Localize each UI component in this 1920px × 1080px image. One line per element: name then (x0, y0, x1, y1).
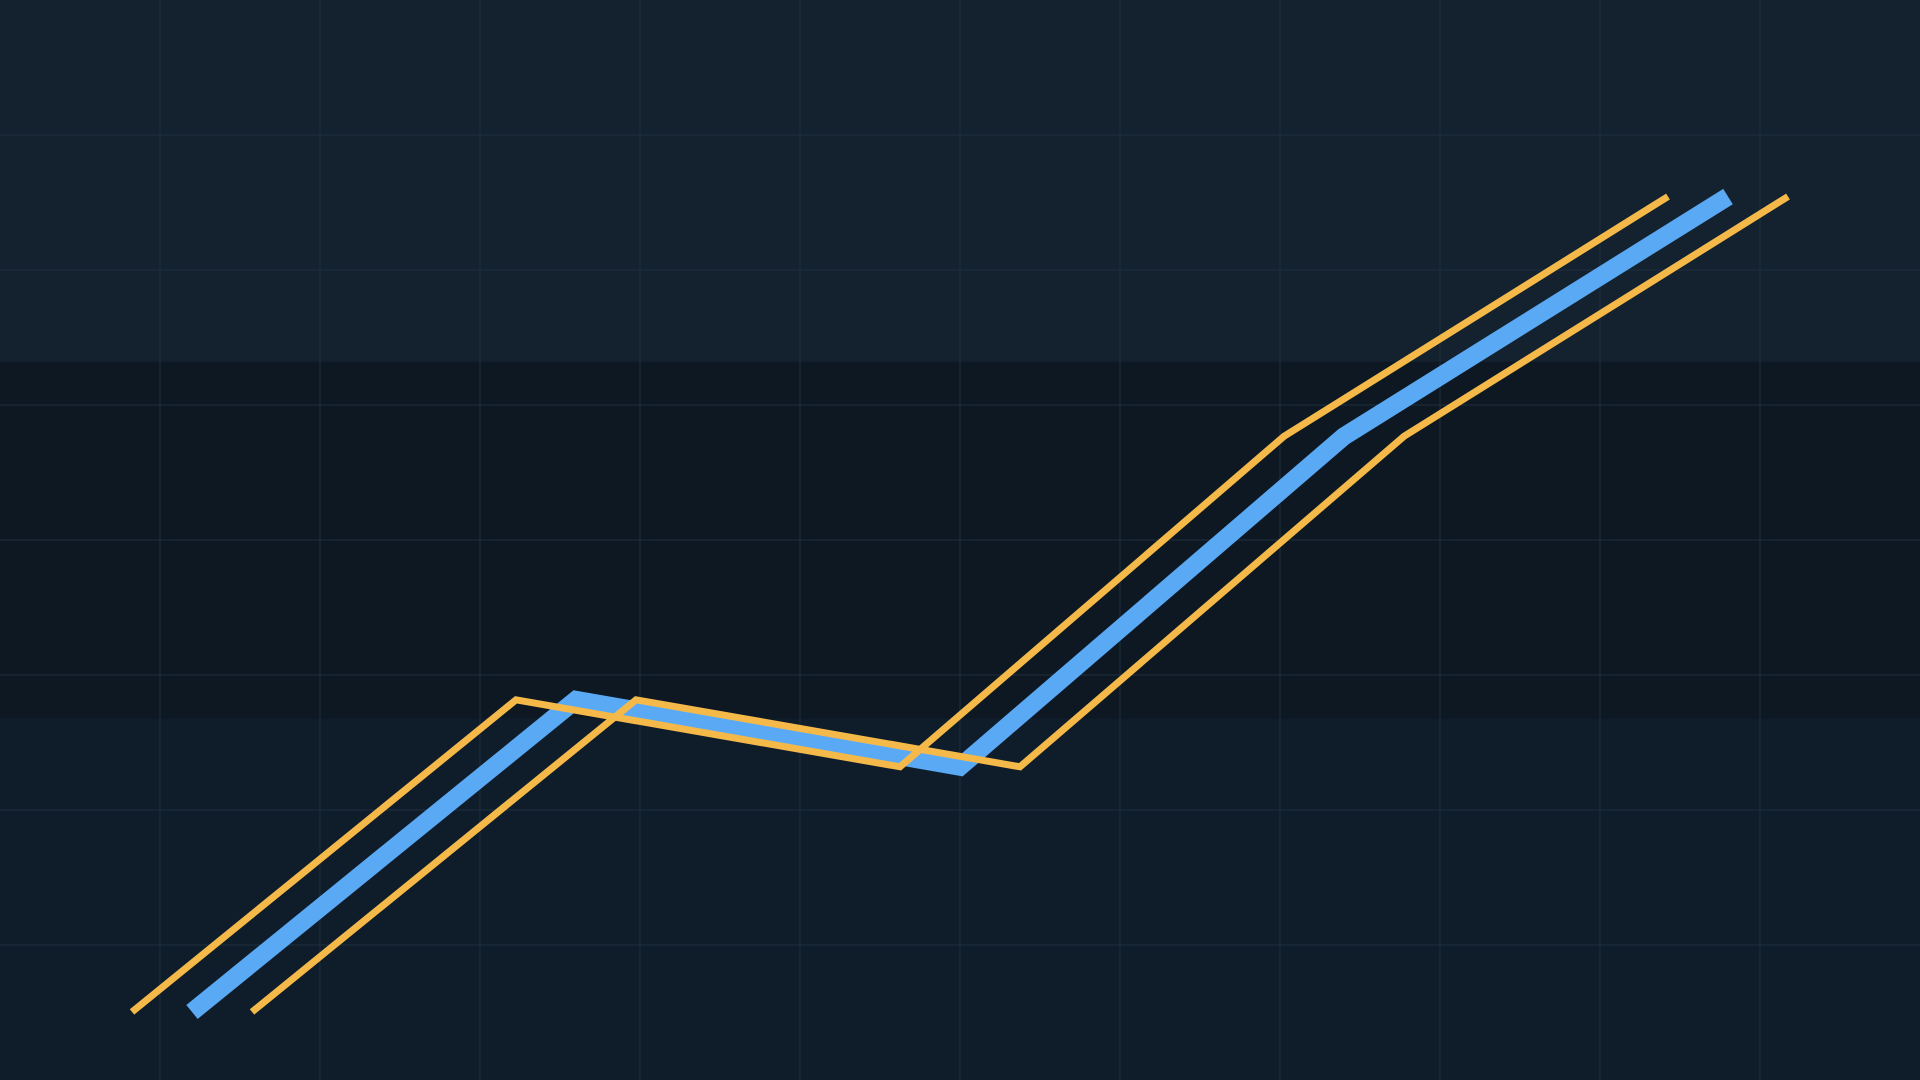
series-lines (129, 188, 1790, 1019)
